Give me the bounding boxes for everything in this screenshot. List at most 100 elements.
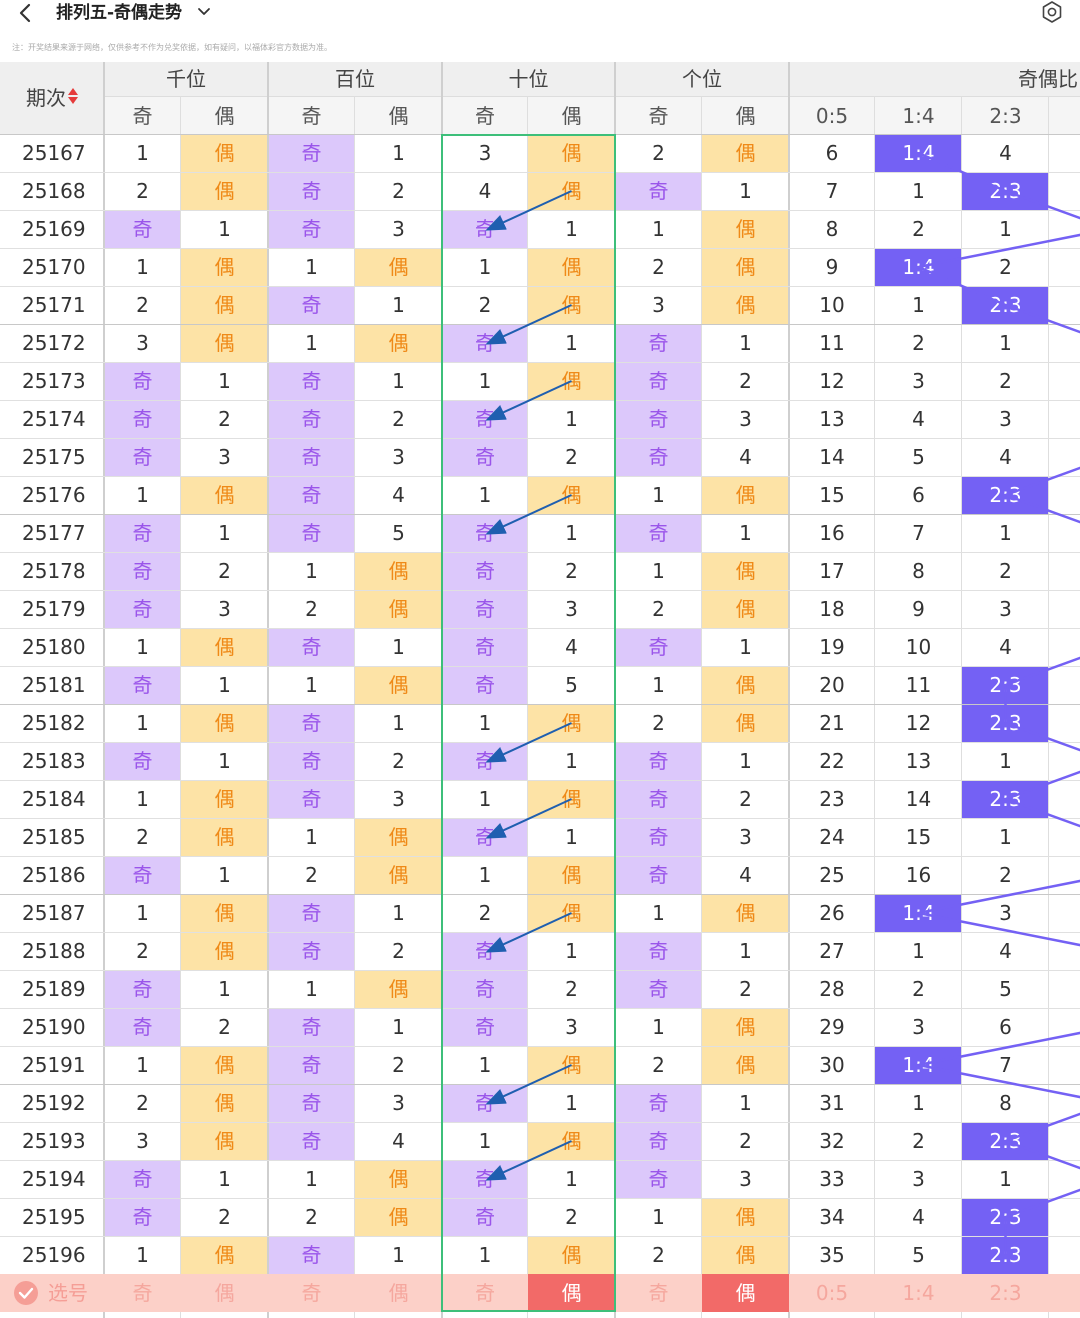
ratio-cell: 4: [912, 407, 925, 431]
row-divider: [0, 248, 1080, 249]
parity-cell: 3: [652, 293, 665, 317]
column-divider: [874, 96, 875, 1318]
parity-cell: 偶: [528, 248, 615, 286]
ratio-cell: 1: [999, 1167, 1012, 1191]
parity-cell: 4: [565, 635, 578, 659]
parity-cell: 2: [652, 597, 665, 621]
parity-cell: 1: [478, 787, 492, 811]
settings-icon[interactable]: [1040, 0, 1064, 24]
parity-cell: 2: [478, 293, 492, 317]
ratio-cell-overflow: [1049, 856, 1080, 894]
parity-cell: 4: [478, 179, 492, 203]
pick-toggle[interactable]: 奇: [475, 1281, 495, 1305]
ratio-cell: 17: [819, 559, 845, 583]
parity-cell: 4: [392, 483, 405, 507]
parity-cell: 2: [739, 977, 752, 1001]
pick-toggle[interactable]: 奇: [132, 1281, 153, 1305]
ratio-cell: 3: [912, 369, 925, 393]
sort-icon[interactable]: [68, 87, 78, 105]
row-divider: [0, 590, 1080, 591]
ratio-cell: 2:3: [962, 780, 1049, 818]
parity-cell: 1: [739, 179, 752, 203]
issue-number: 25178: [22, 559, 86, 583]
ratio-cell: 26: [819, 901, 845, 925]
parity-cell: 2: [652, 255, 665, 279]
position-header-tens: 十位: [442, 62, 615, 96]
pick-toggle[interactable]: 偶: [528, 1274, 615, 1312]
even-column-header: 偶: [181, 96, 268, 134]
ratio-cell-overflow: [1049, 476, 1080, 514]
parity-cell: 偶: [528, 1122, 615, 1160]
parity-cell: 偶: [181, 476, 268, 514]
row-divider: [0, 894, 1080, 895]
group-divider: [788, 62, 790, 1318]
ratio-cell: 4: [999, 445, 1012, 469]
parity-cell: 1: [652, 1205, 665, 1229]
ratio-cell: 3: [999, 407, 1012, 431]
ratio-cell-overflow: [1049, 362, 1080, 400]
parity-cell: 1: [565, 331, 578, 355]
even-column-header: 偶: [702, 96, 789, 134]
ratio-cell: 2: [999, 863, 1012, 887]
back-chevron-icon[interactable]: [14, 2, 38, 26]
parity-cell: 奇: [104, 856, 181, 894]
chevron-down-icon[interactable]: [196, 4, 212, 20]
parity-cell: 偶: [702, 210, 789, 248]
ratio-cell-overflow: [1049, 970, 1080, 1008]
parity-cell: 奇: [268, 932, 355, 970]
ratio-cell: 5: [912, 445, 925, 469]
parity-cell: 偶: [702, 286, 789, 324]
ratio-cell-overflow: [1049, 324, 1080, 362]
parity-cell: 1: [652, 1015, 665, 1039]
issue-header[interactable]: 期次: [0, 62, 104, 134]
parity-cell: 2: [392, 179, 405, 203]
pick-toggle[interactable]: 奇: [648, 1281, 669, 1305]
parity-cell: 偶: [181, 172, 268, 210]
pick-toggle[interactable]: 偶: [214, 1281, 235, 1305]
ratio-cell-overflow: [1049, 286, 1080, 324]
pick-toggle[interactable]: 1:4: [902, 1281, 935, 1305]
pick-toggle[interactable]: 2:3: [989, 1281, 1022, 1305]
pick-toggle[interactable]: 偶: [702, 1274, 789, 1312]
ratio-column-header: 2:3: [962, 96, 1049, 134]
page-title[interactable]: 排列五-奇偶走势: [56, 3, 183, 23]
odd-column-header: 奇: [268, 96, 355, 134]
ratio-cell-overflow: [1049, 248, 1080, 286]
parity-cell: 偶: [528, 134, 615, 172]
ratio-cell-overflow: [1049, 210, 1080, 248]
parity-cell: 奇: [615, 362, 702, 400]
parity-cell: 奇: [268, 286, 355, 324]
ratio-cell: 7: [912, 521, 925, 545]
parity-cell: 2: [565, 1205, 578, 1229]
parity-cell: 偶: [702, 1046, 789, 1084]
parity-cell: 奇: [442, 742, 528, 780]
ratio-cell: 4: [999, 939, 1012, 963]
check-circle-icon[interactable]: [14, 1281, 38, 1305]
parity-cell: 奇: [104, 1008, 181, 1046]
row-divider: [0, 476, 1080, 477]
parity-cell: 偶: [702, 1236, 789, 1274]
ratio-cell: 34: [819, 1205, 845, 1229]
ratio-cell: 2: [912, 977, 925, 1001]
ratio-cell: 1: [912, 939, 925, 963]
parity-cell: 3: [392, 445, 405, 469]
ratio-cell: 4: [999, 635, 1012, 659]
parity-cell: 偶: [181, 818, 268, 856]
parity-cell: 2: [305, 597, 318, 621]
pick-toggle[interactable]: 0:5: [815, 1281, 849, 1305]
parity-cell: 偶: [181, 894, 268, 932]
parity-cell: 奇: [442, 324, 528, 362]
parity-cell: 偶: [181, 1084, 268, 1122]
parity-cell: 2: [565, 977, 578, 1001]
ratio-cell-overflow: [1049, 514, 1080, 552]
ratio-column-header-overflow: [1049, 96, 1080, 134]
parity-cell: 奇: [104, 400, 181, 438]
row-divider: [0, 628, 1080, 629]
pick-toggle[interactable]: 偶: [388, 1281, 409, 1305]
parity-cell: 奇: [442, 400, 528, 438]
pick-toggle[interactable]: 奇: [301, 1281, 322, 1305]
ratio-cell: 1: [999, 217, 1012, 241]
issue-number: 25174: [22, 407, 86, 431]
issue-number: 25187: [22, 901, 86, 925]
odd-column-header: 奇: [442, 96, 528, 134]
